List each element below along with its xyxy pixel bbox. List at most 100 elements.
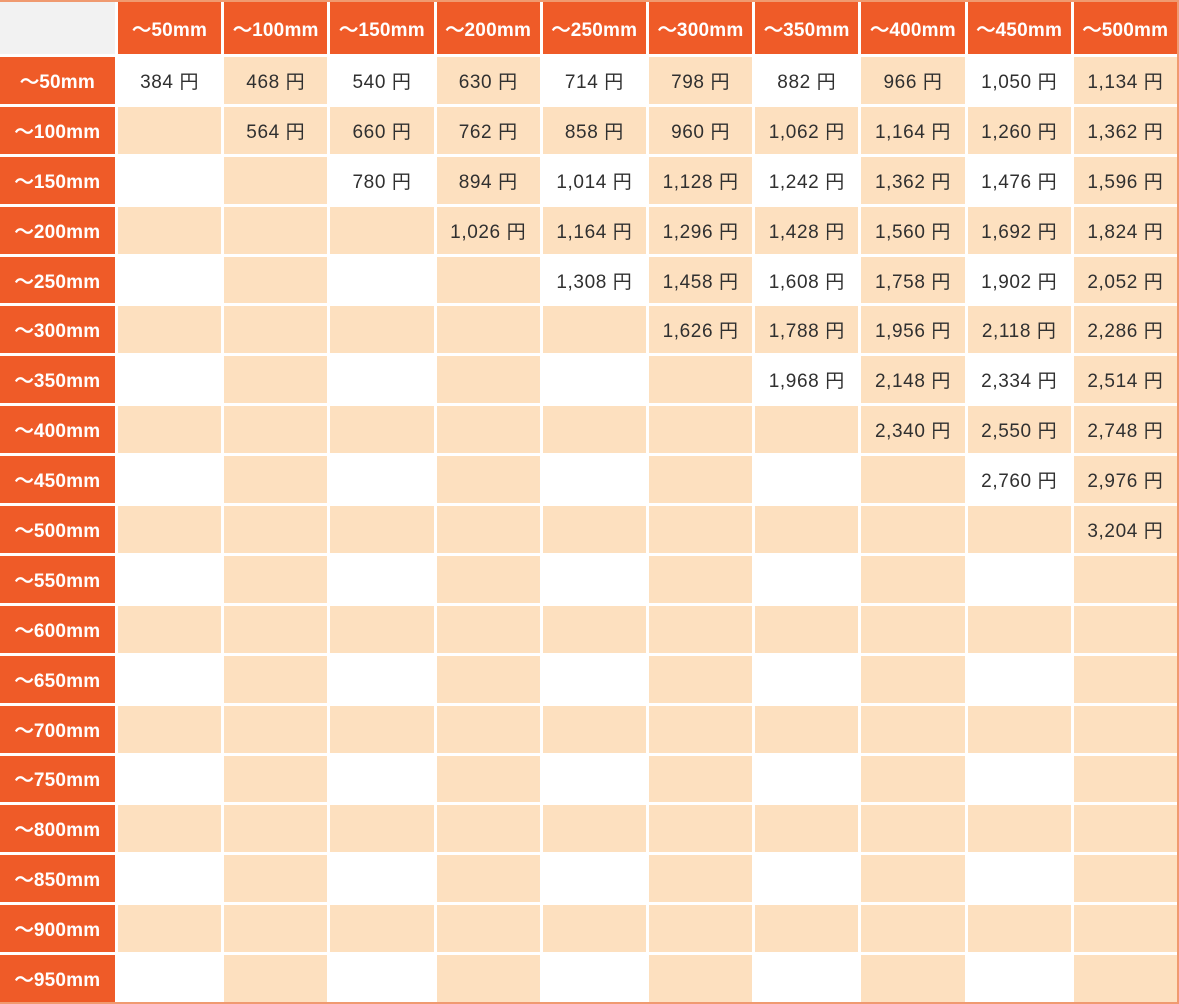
price-cell (542, 655, 646, 703)
price-cell (1073, 905, 1177, 953)
price-cell (224, 655, 328, 703)
price-cell (224, 306, 328, 354)
column-header: 〜300mm (648, 2, 753, 54)
price-cell (542, 356, 646, 404)
price-cell (224, 356, 328, 404)
column-header: 〜100mm (224, 2, 328, 54)
row-header: 〜600mm (0, 605, 115, 653)
price-cell (1073, 655, 1177, 703)
price-cell (224, 456, 328, 504)
price-cell: 1,362 円 (861, 156, 965, 204)
price-cell: 1,026 円 (436, 206, 540, 254)
price-cell (861, 555, 965, 603)
price-cell (967, 555, 1071, 603)
price-cell (330, 506, 434, 553)
price-cell: 2,118 円 (967, 306, 1071, 354)
price-cell (118, 306, 222, 354)
price-cell (542, 705, 646, 753)
price-cell (755, 605, 859, 653)
price-cell (1073, 555, 1177, 603)
price-cell (755, 755, 859, 803)
price-cell (861, 705, 965, 753)
price-cell (648, 755, 753, 803)
price-cell (1073, 605, 1177, 653)
price-cell (224, 156, 328, 204)
price-cell (648, 605, 753, 653)
row-header: 〜350mm (0, 356, 115, 404)
price-cell (118, 106, 222, 154)
price-cell (967, 805, 1071, 853)
price-cell (224, 406, 328, 454)
price-cell (330, 905, 434, 953)
price-cell (648, 705, 753, 753)
price-cell (436, 955, 540, 1002)
column-header: 〜250mm (542, 2, 646, 54)
price-cell: 2,286 円 (1073, 306, 1177, 354)
price-cell (755, 705, 859, 753)
column-header: 〜50mm (118, 2, 222, 54)
price-cell (755, 805, 859, 853)
price-cell (118, 156, 222, 204)
price-cell: 1,788 円 (755, 306, 859, 354)
price-cell: 1,692 円 (967, 206, 1071, 254)
row-header: 〜800mm (0, 805, 115, 853)
row-header: 〜300mm (0, 306, 115, 354)
column-header: 〜150mm (330, 2, 434, 54)
price-cell (118, 755, 222, 803)
row-header: 〜650mm (0, 655, 115, 703)
price-cell: 2,052 円 (1073, 256, 1177, 304)
price-cell (118, 705, 222, 753)
price-cell (436, 905, 540, 953)
price-cell: 762 円 (436, 106, 540, 154)
price-cell: 894 円 (436, 156, 540, 204)
price-cell (436, 855, 540, 903)
price-cell (648, 356, 753, 404)
row-header: 〜400mm (0, 406, 115, 454)
price-cell (861, 506, 965, 553)
price-cell (436, 356, 540, 404)
row-header: 〜250mm (0, 256, 115, 304)
column-header: 〜200mm (436, 2, 540, 54)
price-cell (436, 605, 540, 653)
price-cell (648, 406, 753, 454)
price-cell (861, 955, 965, 1002)
price-cell: 1,134 円 (1073, 57, 1177, 104)
price-cell: 564 円 (224, 106, 328, 154)
price-cell (648, 955, 753, 1002)
price-cell: 3,204 円 (1073, 506, 1177, 553)
row-header: 〜950mm (0, 955, 115, 1002)
price-cell: 882 円 (755, 57, 859, 104)
price-cell (861, 855, 965, 903)
column-header: 〜350mm (755, 2, 859, 54)
price-cell (755, 406, 859, 454)
price-cell (755, 655, 859, 703)
price-cell (330, 955, 434, 1002)
price-cell (436, 256, 540, 304)
price-cell (861, 905, 965, 953)
price-cell: 2,148 円 (861, 356, 965, 404)
price-cell (542, 955, 646, 1002)
price-cell (436, 506, 540, 553)
price-cell (648, 855, 753, 903)
price-cell: 1,128 円 (648, 156, 753, 204)
price-cell: 2,760 円 (967, 456, 1071, 504)
price-cell (330, 356, 434, 404)
price-cell: 966 円 (861, 57, 965, 104)
price-cell (1073, 805, 1177, 853)
price-cell (330, 705, 434, 753)
row-header: 〜150mm (0, 156, 115, 204)
price-cell (118, 655, 222, 703)
corner-cell (0, 2, 115, 54)
price-cell (330, 206, 434, 254)
price-cell (330, 456, 434, 504)
price-cell (542, 406, 646, 454)
price-cell (967, 855, 1071, 903)
price-cell: 1,164 円 (542, 206, 646, 254)
price-cell (1073, 705, 1177, 753)
price-cell (1073, 855, 1177, 903)
price-cell (436, 456, 540, 504)
price-cell (861, 605, 965, 653)
price-cell (330, 555, 434, 603)
price-cell (861, 805, 965, 853)
price-cell (967, 755, 1071, 803)
